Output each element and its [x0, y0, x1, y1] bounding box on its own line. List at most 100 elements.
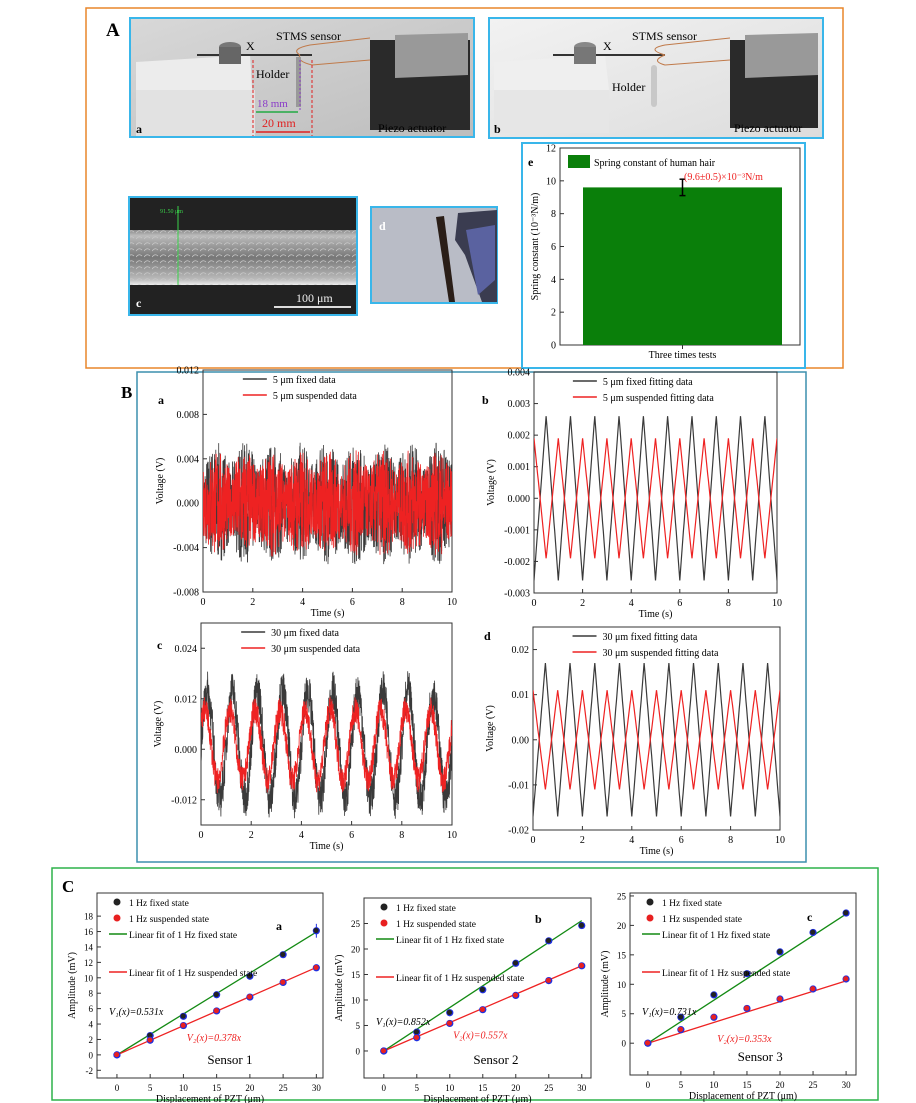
y-tick-label: 16 — [84, 927, 94, 937]
y-tick-label: -0.008 — [173, 588, 199, 599]
y-tick-label: 12 — [84, 958, 93, 968]
data-point — [313, 927, 319, 934]
data-point — [843, 910, 849, 916]
y-tick-label: 6 — [89, 1004, 94, 1014]
panel-a-border — [85, 7, 844, 369]
series-line-0 — [533, 663, 780, 817]
series-line-1 — [203, 450, 452, 557]
y-tick-label: -0.003 — [504, 589, 530, 600]
y-tick-label: 5 — [622, 1009, 627, 1019]
x-tick-label: 10 — [772, 598, 782, 609]
legend-label: Linear fit of 1 Hz fixed state — [662, 930, 770, 941]
y-tick-label: 25 — [351, 919, 361, 929]
schematic-fixed-setup: STMS sensor X Holder 18 mm 20 mm Piezo a… — [129, 17, 475, 138]
sensor-title: Sensor 2 — [473, 1052, 518, 1067]
fit-equation-fixed: V₁(x)=0.531x — [109, 1007, 164, 1018]
subpanel-label: e — [528, 155, 534, 169]
panel-b-border — [136, 371, 807, 863]
x-axis-label: Displacement of PZT (μm) — [423, 1094, 531, 1103]
data-point — [545, 937, 552, 944]
y-tick-label: 10 — [351, 995, 361, 1005]
x-tick-label: 6 — [679, 835, 684, 846]
x-tick-label: 10 — [179, 1083, 189, 1093]
x-axis-label: Time (s) — [311, 608, 345, 619]
y-tick-label: -0.001 — [504, 525, 530, 536]
fit-equation-suspended: V₂(x)=0.378x — [187, 1033, 242, 1044]
subpanel-e-border — [521, 142, 806, 369]
y-axis-label: Amplitude (mV) — [67, 952, 78, 1019]
series-line-1 — [534, 438, 777, 559]
value-annotation: (9.6±0.5)×10⁻³N/m — [684, 172, 763, 183]
y-tick-label: 0.000 — [508, 494, 531, 505]
x-tick-label: 10 — [445, 1083, 455, 1093]
data-point — [578, 922, 585, 928]
y-axis-label: Spring constant (10⁻³N/m) — [530, 193, 541, 301]
panel-a-label: A — [106, 20, 120, 41]
x-tick-label: 5 — [148, 1083, 153, 1093]
x-tick-label: 2 — [580, 598, 585, 609]
x-axis-label: Time (s) — [640, 846, 674, 857]
y-tick-label: -0.002 — [504, 557, 530, 568]
x-tick-label: 8 — [400, 597, 405, 608]
x-tick-label: 10 — [775, 835, 785, 846]
legend-label: Spring constant of human hair — [594, 158, 716, 169]
legend-label: 1 Hz suspended state — [396, 920, 476, 930]
x-tick-label: 2 — [580, 835, 585, 846]
y-tick-label: 4 — [89, 1020, 94, 1030]
legend-marker — [646, 898, 654, 906]
y-tick-label: 0.02 — [512, 645, 530, 656]
x-tick-label: 25 — [279, 1083, 289, 1093]
y-tick-label: 0.000 — [177, 499, 200, 510]
x-tick-label: 0 — [199, 830, 204, 841]
data-point — [744, 970, 750, 976]
y-tick-label: -0.02 — [508, 826, 529, 837]
data-point — [512, 960, 519, 966]
x-tick-label: 4 — [299, 830, 304, 841]
bar — [583, 187, 782, 345]
sem-image-hair: 91.50 μm 100 μm c — [128, 196, 358, 316]
data-point — [246, 973, 253, 979]
x-tick-label: 20 — [776, 1080, 786, 1090]
series-line-1 — [533, 690, 780, 790]
legend-marker — [113, 898, 121, 906]
subpanel-label-b: b — [494, 122, 501, 136]
schematic-suspended-setup: STMS sensor X Holder Piezo actuator b — [488, 17, 824, 139]
y-tick-label: 2 — [89, 1035, 94, 1045]
x-tick-label: 5 — [679, 1080, 684, 1090]
data-point — [246, 994, 253, 1000]
y-tick-label: 12 — [546, 144, 556, 155]
fit-equation-fixed: V₁(x)=0.852x — [376, 1017, 431, 1028]
subpanel-label: b — [482, 393, 489, 407]
sensor-title: Sensor 1 — [207, 1052, 252, 1067]
y-tick-label: 0 — [551, 341, 556, 352]
x-tick-label: 30 — [312, 1083, 322, 1093]
data-point — [545, 977, 552, 983]
legend-label: 30 μm fixed fitting data — [603, 632, 698, 643]
x-tick-label: 25 — [809, 1080, 819, 1090]
chart-Ca: a -2 0 2 4 6 8 10 12 14 16 18 0 5 10 15 20 25 30 Displaceme… — [67, 892, 324, 1103]
subpanel-label: a — [276, 919, 282, 933]
x-category-label: Three times tests — [649, 350, 717, 361]
subpanel-label: c — [157, 638, 163, 652]
x-tick-label: 10 — [709, 1080, 719, 1090]
x-tick-label: 8 — [399, 830, 404, 841]
legend-label: 1 Hz fixed state — [662, 898, 722, 909]
y-tick-label: 25 — [617, 891, 627, 901]
panel-c-label: C — [62, 877, 74, 896]
y-tick-label: 0.012 — [177, 366, 200, 377]
x-tick-label: 2 — [250, 597, 255, 608]
distance-20mm: 20 mm — [262, 116, 296, 130]
x-tick-label: 8 — [726, 598, 731, 609]
chart-Cc: c 0 5 10 15 20 25 0 5 10 15 20 25 30 Displacement of P… — [600, 891, 857, 1102]
legend-label: 30 μm fixed data — [271, 628, 339, 639]
sensor-label: STMS sensor — [276, 29, 341, 43]
fit-equation-suspended: V₂(x)=0.353x — [717, 1034, 772, 1045]
legend-label: 1 Hz fixed state — [396, 903, 456, 914]
data-point — [213, 991, 219, 998]
x-mark: X — [603, 39, 612, 53]
data-point — [578, 962, 585, 969]
x-tick-label: 4 — [300, 597, 305, 608]
x-tick-label: 0 — [115, 1083, 120, 1093]
y-tick-label: 0.002 — [508, 431, 531, 442]
piezo-label: Piezo actuator — [734, 121, 802, 135]
